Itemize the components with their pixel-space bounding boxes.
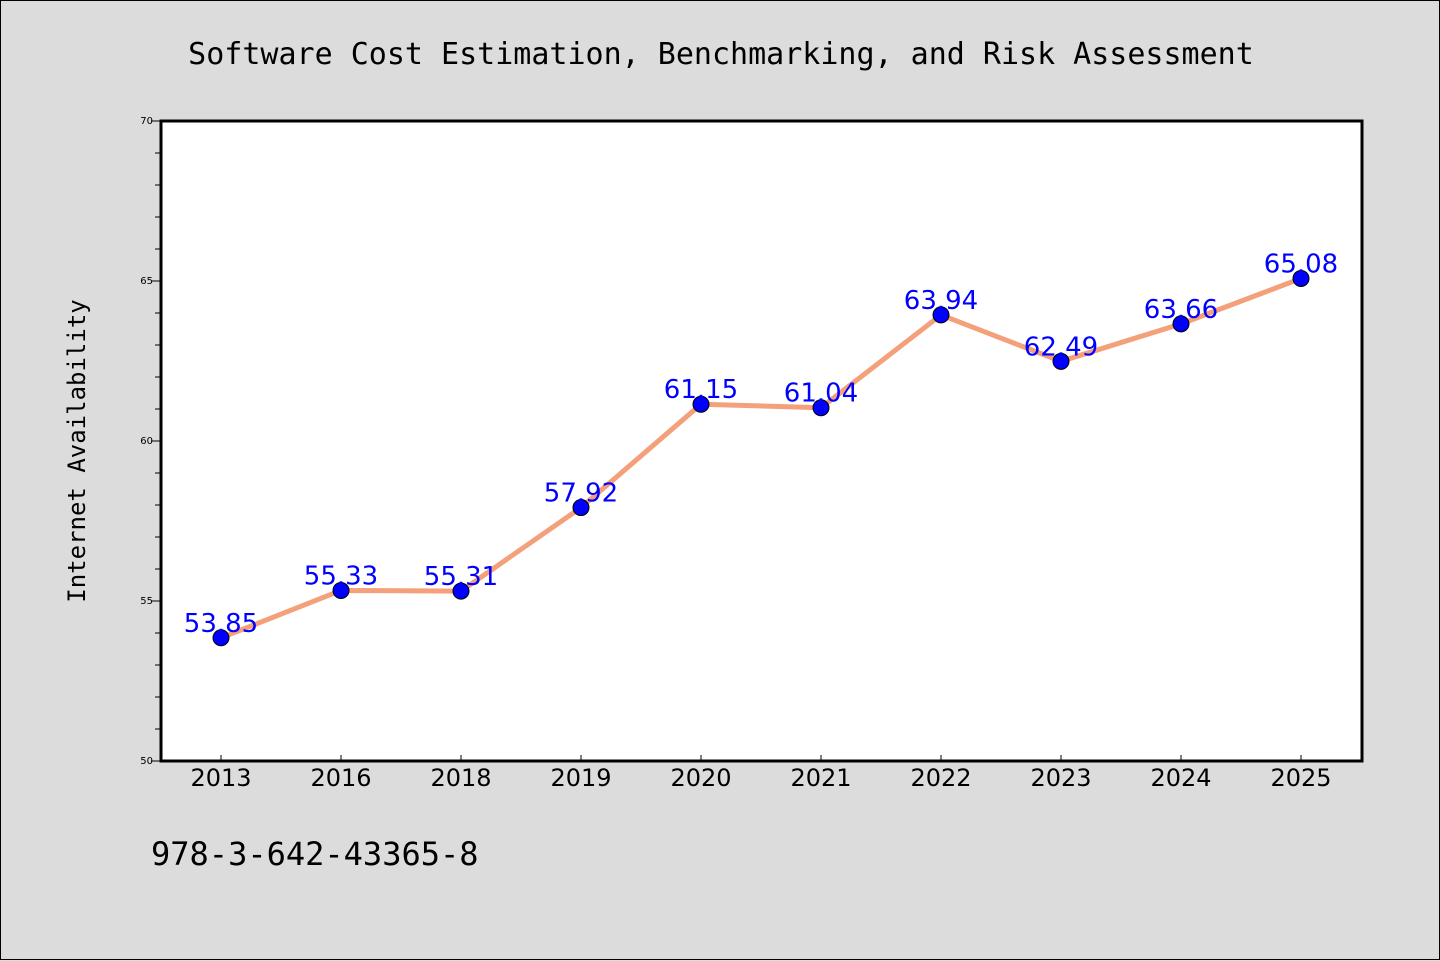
- isbn-footer: 978-3-642-43365-8: [151, 835, 479, 873]
- data-point: [332, 581, 350, 599]
- y-axis-label: Internet Availability: [63, 299, 91, 602]
- x-tick-label: 2023: [1030, 764, 1091, 792]
- data-label: 61.04: [784, 379, 858, 409]
- chart-title: Software Cost Estimation, Benchmarking, …: [188, 37, 1254, 72]
- x-tick-label: 2020: [670, 764, 731, 792]
- y-tick-label: 70: [140, 116, 153, 127]
- series-line: [218, 275, 1304, 641]
- data-point: [212, 629, 230, 647]
- data-label: 55.33: [304, 561, 378, 591]
- plot-area: [161, 121, 1362, 761]
- data-label: 55.31: [424, 562, 498, 592]
- chart-marks: 50 55 60 65 70 2013 2016 2018 2019 2020 2021 2022 20…: [140, 116, 1338, 792]
- data-label: 63.94: [904, 286, 978, 316]
- data-label: 65.08: [1264, 249, 1338, 279]
- data-label: 63.66: [1144, 295, 1218, 325]
- data-label: 57.92: [544, 479, 618, 509]
- x-tick-label: 2021: [790, 764, 851, 792]
- x-tick-label: 2018: [430, 764, 491, 792]
- x-tick-label: 2013: [190, 764, 251, 792]
- x-tick-label: 2019: [550, 764, 611, 792]
- data-point: [932, 306, 950, 324]
- data-point: [692, 395, 710, 413]
- x-tick-label: 2022: [910, 764, 971, 792]
- plot-border: [159, 119, 1364, 763]
- y-tick-label: 60: [140, 436, 153, 447]
- data-point: [452, 582, 470, 600]
- data-point: [1052, 352, 1070, 370]
- y-tick-label: 50: [140, 756, 153, 767]
- x-tick-label: 2025: [1270, 764, 1331, 792]
- data-point: [1292, 269, 1310, 287]
- data-point: [1172, 315, 1190, 333]
- data-label: 53.85: [184, 609, 258, 639]
- y-tick-label: 55: [140, 596, 153, 607]
- data-label: 62.49: [1024, 332, 1098, 362]
- data-point: [572, 499, 590, 517]
- x-tick-label: 2016: [310, 764, 371, 792]
- data-label: 61.15: [664, 375, 738, 405]
- x-tick-label: 2024: [1150, 764, 1211, 792]
- data-point: [812, 399, 830, 417]
- y-tick-label: 65: [140, 276, 153, 287]
